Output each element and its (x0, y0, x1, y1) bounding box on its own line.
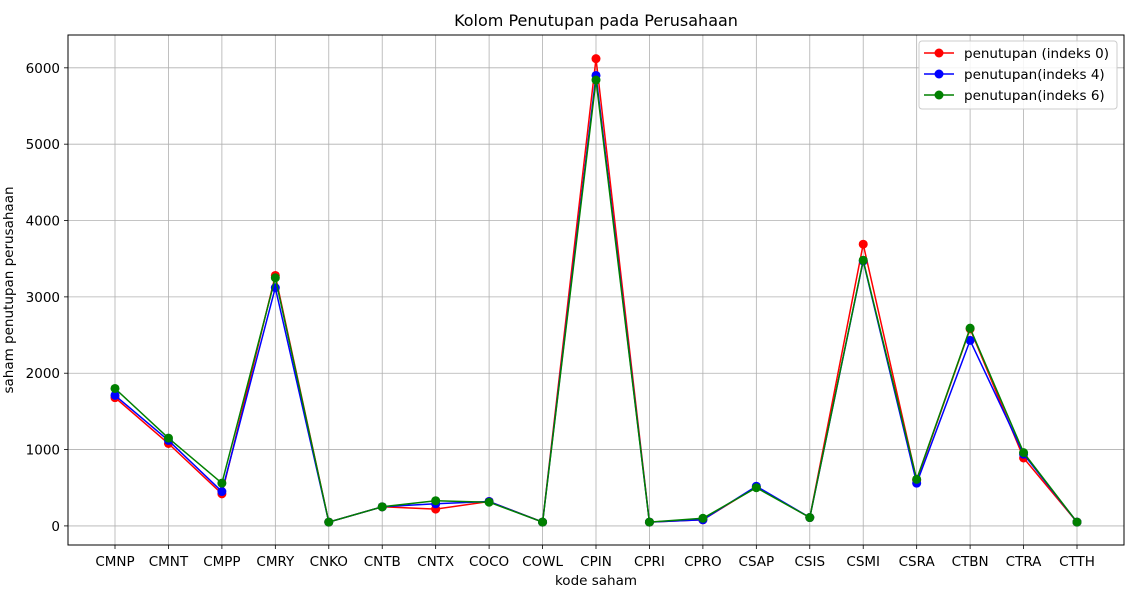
x-axis-label: kode saham (555, 573, 637, 589)
x-tick-label: CSAP (739, 554, 775, 570)
x-tick-label: CTRA (1006, 554, 1043, 570)
y-tick-label: 1000 (26, 443, 60, 459)
legend-item: penutupan (indeks 0) (924, 46, 1109, 62)
legend-marker (934, 69, 944, 79)
x-tick-label: CMNT (149, 554, 189, 570)
data-point (217, 487, 227, 497)
x-tick-label: CMRY (256, 554, 295, 570)
y-axis-label: saham penutupan perusahaan (1, 186, 17, 393)
data-point (644, 517, 654, 527)
legend-item: penutupan(indeks 4) (924, 67, 1105, 83)
data-point (591, 75, 601, 85)
data-point (965, 323, 975, 333)
data-point (858, 239, 868, 249)
x-tick-label: CNKO (310, 554, 348, 570)
data-point (965, 335, 975, 345)
data-point (1019, 448, 1029, 458)
data-point (110, 383, 120, 393)
data-point (324, 517, 334, 527)
legend: penutupan (indeks 0) penutupan(indeks 4) p… (918, 40, 1118, 110)
x-tick-label: CPRO (684, 554, 722, 570)
legend-label: penutupan(indeks 4) (964, 67, 1105, 83)
data-point (805, 513, 815, 523)
x-tick-label: CMNP (95, 554, 134, 570)
x-tick-label: CPIN (580, 554, 612, 570)
data-point (484, 497, 494, 507)
data-point (591, 54, 601, 64)
y-tick-label: 6000 (26, 61, 60, 77)
x-tick-label: CTBN (952, 554, 989, 570)
y-tick-label: 4000 (26, 214, 60, 230)
data-point (270, 273, 280, 283)
data-point (751, 483, 761, 493)
x-tick-label: CPRI (634, 554, 665, 570)
y-tick-label: 3000 (26, 290, 60, 306)
data-point (377, 502, 387, 512)
data-point (110, 390, 120, 400)
y-tick-label: 5000 (26, 137, 60, 153)
data-point (217, 478, 227, 488)
legend-marker (934, 90, 944, 100)
legend-label: penutupan (indeks 0) (964, 46, 1109, 62)
x-tick-label: CMPP (203, 554, 240, 570)
data-point (163, 433, 173, 443)
data-point (858, 255, 868, 265)
data-point (1072, 517, 1082, 527)
y-tick-label: 0 (51, 519, 60, 535)
x-tick-label: CSIS (795, 554, 826, 570)
data-point (698, 513, 708, 523)
legend-marker (934, 48, 944, 58)
data-point (538, 517, 548, 527)
x-tick-label: CSMI (846, 554, 880, 570)
legend-box (918, 40, 1118, 110)
series-layer (110, 54, 1082, 527)
legend-item: penutupan(indeks 6) (924, 88, 1105, 104)
y-axis-ticks: 0 1000 2000 3000 4000 5000 6000 (26, 61, 68, 535)
x-axis-ticks: CMNP CMNT CMPP CMRY CNKO CNTB CNTX COCO COWL CPIN… (95, 545, 1095, 570)
y-tick-label: 2000 (26, 366, 60, 382)
x-tick-label: CTTH (1059, 554, 1095, 570)
legend-label: penutupan(indeks 6) (964, 88, 1105, 104)
x-tick-label: CNTB (364, 554, 401, 570)
series-2 (110, 75, 1082, 527)
x-tick-label: COWL (522, 554, 563, 570)
x-tick-label: COCO (469, 554, 509, 570)
x-tick-label: CNTX (417, 554, 454, 570)
data-point (431, 496, 441, 506)
grid-lines (68, 35, 1124, 545)
chart-title: Kolom Penutupan pada Perusahaan (454, 11, 738, 30)
data-point (912, 474, 922, 484)
x-tick-label: CSRA (899, 554, 936, 570)
